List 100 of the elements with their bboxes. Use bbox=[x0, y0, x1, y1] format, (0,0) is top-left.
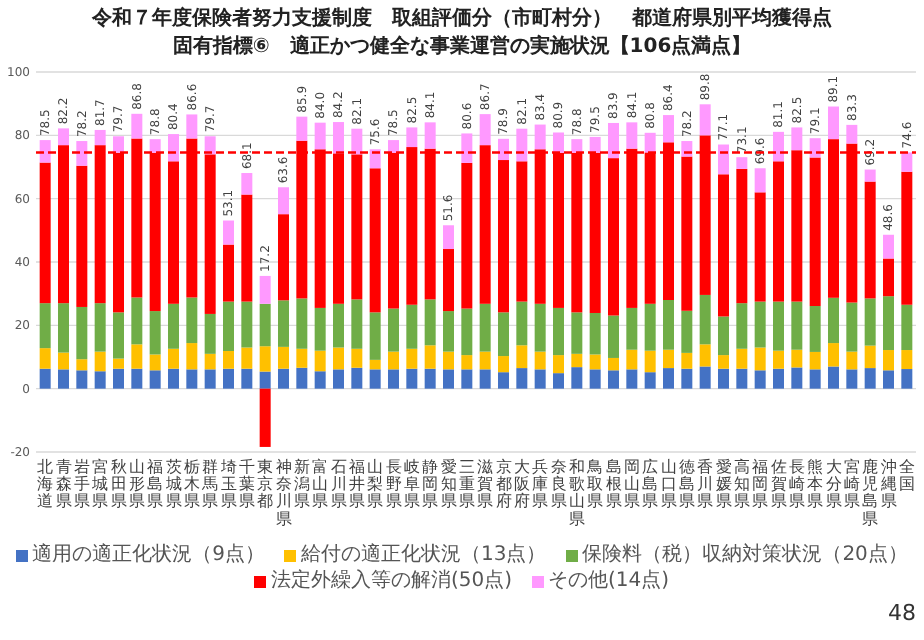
bar bbox=[241, 301, 253, 348]
bar bbox=[39, 368, 51, 389]
x-tick-label: 茨城県 bbox=[163, 458, 182, 511]
x-tick-label: 富山県 bbox=[312, 458, 329, 511]
bar bbox=[186, 114, 198, 139]
bar bbox=[296, 116, 308, 141]
bar bbox=[333, 122, 344, 154]
bar bbox=[553, 373, 564, 389]
bar bbox=[424, 122, 436, 149]
x-tick-label: 山口県 bbox=[660, 458, 677, 511]
x-tick-label: 全国 bbox=[898, 458, 915, 494]
x-tick-label: 福岡県 bbox=[752, 458, 769, 511]
bar bbox=[406, 127, 418, 148]
bar bbox=[516, 161, 528, 302]
bar bbox=[351, 348, 363, 368]
bar bbox=[681, 368, 693, 389]
bar bbox=[883, 296, 894, 351]
bar bbox=[223, 220, 234, 245]
bar bbox=[443, 225, 454, 250]
bar bbox=[94, 129, 106, 146]
bar bbox=[186, 369, 198, 389]
bar bbox=[718, 355, 729, 369]
bar bbox=[846, 351, 858, 370]
bar bbox=[571, 139, 583, 153]
bar bbox=[39, 162, 51, 304]
bar bbox=[58, 352, 69, 370]
bar bbox=[296, 367, 308, 389]
bar bbox=[571, 367, 583, 389]
bar bbox=[718, 368, 729, 389]
bar bbox=[278, 300, 289, 347]
bar bbox=[718, 316, 729, 356]
bar bbox=[809, 157, 821, 307]
bar bbox=[369, 312, 381, 360]
x-tick-label: 福井県 bbox=[348, 458, 365, 511]
bar bbox=[333, 369, 344, 389]
bar bbox=[773, 368, 784, 389]
bar bbox=[388, 351, 399, 370]
bar bbox=[534, 303, 546, 352]
bar bbox=[168, 303, 179, 349]
bar bbox=[626, 122, 638, 149]
bar bbox=[754, 168, 766, 193]
bar bbox=[516, 368, 528, 389]
bar bbox=[186, 343, 198, 370]
bar bbox=[259, 371, 271, 389]
bar bbox=[864, 169, 876, 182]
bar bbox=[663, 300, 674, 350]
x-tick-label: 秋田県 bbox=[110, 458, 127, 511]
bar bbox=[58, 369, 69, 389]
x-tick-label: 広島県 bbox=[642, 458, 659, 511]
bar bbox=[901, 171, 913, 305]
bar bbox=[681, 310, 693, 353]
bar bbox=[259, 275, 271, 304]
bar bbox=[644, 303, 656, 351]
bar bbox=[479, 369, 491, 389]
bar bbox=[626, 349, 638, 370]
bar bbox=[241, 347, 253, 369]
bar bbox=[259, 346, 271, 372]
x-tick-label: 山梨県 bbox=[367, 458, 384, 511]
bar bbox=[314, 371, 326, 389]
bar bbox=[131, 368, 143, 389]
bar bbox=[223, 301, 234, 351]
bar bbox=[241, 173, 253, 195]
bar bbox=[149, 139, 161, 153]
bar bbox=[553, 355, 564, 374]
bar bbox=[901, 369, 913, 389]
bar bbox=[553, 307, 564, 356]
bar bbox=[94, 351, 106, 372]
bar bbox=[168, 134, 179, 162]
bar bbox=[901, 152, 913, 172]
bar bbox=[424, 345, 436, 369]
bar bbox=[168, 161, 179, 304]
chart-title: 令和７年度保険者努力支援制度 取組評価分（市町村分） 都道府県別平均獲得点 bbox=[90, 6, 832, 30]
legend-label: 給付の適正化状況（13点） bbox=[300, 542, 547, 568]
x-tick-label: 神奈川県 bbox=[275, 458, 292, 528]
legend-label: 適用の適正化状況（9点） bbox=[32, 542, 265, 568]
bar bbox=[113, 312, 124, 359]
x-tick-label: 青森県 bbox=[55, 458, 72, 511]
bar bbox=[333, 303, 344, 348]
bar bbox=[864, 368, 876, 389]
bar bbox=[388, 369, 399, 389]
bar bbox=[113, 368, 124, 389]
bar bbox=[131, 113, 143, 139]
bar bbox=[516, 128, 528, 162]
x-tick-label: 鳥取県 bbox=[585, 458, 604, 511]
bar bbox=[278, 368, 289, 389]
bar bbox=[534, 369, 546, 389]
x-tick-label: 栃木県 bbox=[183, 458, 200, 511]
bar bbox=[204, 313, 216, 354]
bar bbox=[241, 194, 253, 302]
x-tick-label: 山形県 bbox=[128, 458, 145, 511]
bar bbox=[149, 311, 161, 355]
bar bbox=[773, 131, 784, 162]
bar bbox=[204, 353, 216, 370]
bar bbox=[39, 348, 51, 369]
bar bbox=[388, 308, 399, 352]
text: 48 bbox=[888, 600, 916, 626]
bar bbox=[461, 308, 473, 356]
bar bbox=[223, 368, 234, 389]
bar bbox=[608, 357, 619, 371]
bar bbox=[498, 138, 509, 161]
